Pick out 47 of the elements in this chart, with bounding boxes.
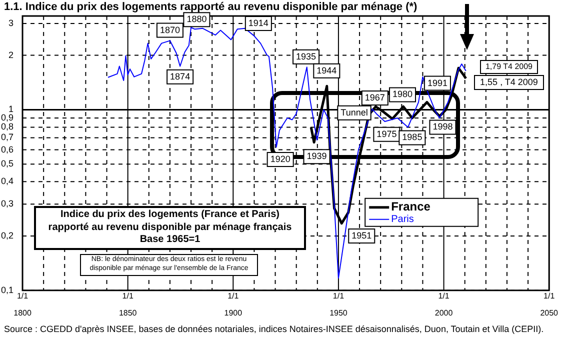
annotation: 1944: [316, 65, 337, 76]
y-tick-label: 3: [8, 18, 14, 28]
y-tick-label: 0,8: [0, 122, 14, 132]
x-tick-label: 2000: [434, 308, 454, 318]
x-tick-label: 1850: [118, 308, 138, 318]
y-tick-label: 1: [8, 104, 14, 114]
annotation: 1951: [352, 230, 372, 240]
text: 1/1: [16, 292, 29, 301]
y-tick-label: 0,6: [0, 144, 14, 154]
y-tick-label: 0,9: [0, 112, 14, 122]
y-tick-label: 0,5: [0, 158, 14, 169]
annotation: 1880: [186, 14, 207, 24]
y-tick-label: 0,2: [0, 230, 14, 240]
source-note: Source : CGEDD d'après INSEE, bases de données notariales, indices Notaires-INSEE désaisonnalisés, Duon, Toutain et Villa (CEPII).: [4, 324, 564, 336]
annotation: 1975: [376, 128, 397, 139]
annotation: 1991: [427, 78, 448, 88]
text: 1/1: [228, 292, 239, 301]
legend-label: France: [391, 200, 431, 214]
annotation: 1967: [364, 92, 385, 103]
y-tick-label: 0,1: [0, 284, 14, 295]
x-tick-label: 2050: [540, 308, 559, 318]
text: 1/1: [122, 292, 134, 301]
annotation: 1,79 T4 2009: [480, 60, 538, 74]
text: 1/1: [438, 292, 450, 301]
annotation: Indice du prix des logements (France et Paris) rapporté au revenu disponible par ménage français Base 1965=1: [34, 206, 306, 250]
annotation: 1914: [248, 18, 268, 28]
annotation: 1,55 , T4 2009: [474, 75, 544, 90]
annotation: 1939: [306, 151, 327, 162]
annotation: 1935: [296, 51, 316, 62]
legend-label: Paris: [391, 214, 414, 226]
y-tick-label: 2: [8, 50, 14, 60]
x-tick-label: 1950: [330, 308, 348, 318]
x-tick-label: 1900: [224, 308, 243, 318]
annotation: 1870: [160, 24, 180, 35]
annotation: Tunnel: [340, 107, 368, 118]
chart-title: 1.1. Indice du prix des logements rapporté au revenu disponible par ménage (*): [4, 1, 418, 13]
y-tick-label: 0,7: [0, 132, 14, 142]
annotation: 1985: [402, 132, 422, 142]
annotation: 1874: [170, 71, 190, 82]
y-tick-label: 0,3: [0, 198, 14, 209]
y-tick-label: 0,4: [0, 176, 14, 186]
annotation: 1998: [432, 122, 453, 132]
text: 1/1: [544, 292, 555, 301]
text: 1/1: [332, 292, 344, 301]
annotation: 1980: [392, 89, 413, 100]
x-tick-label: 1800: [14, 308, 32, 318]
annotation: 1920: [270, 154, 290, 164]
